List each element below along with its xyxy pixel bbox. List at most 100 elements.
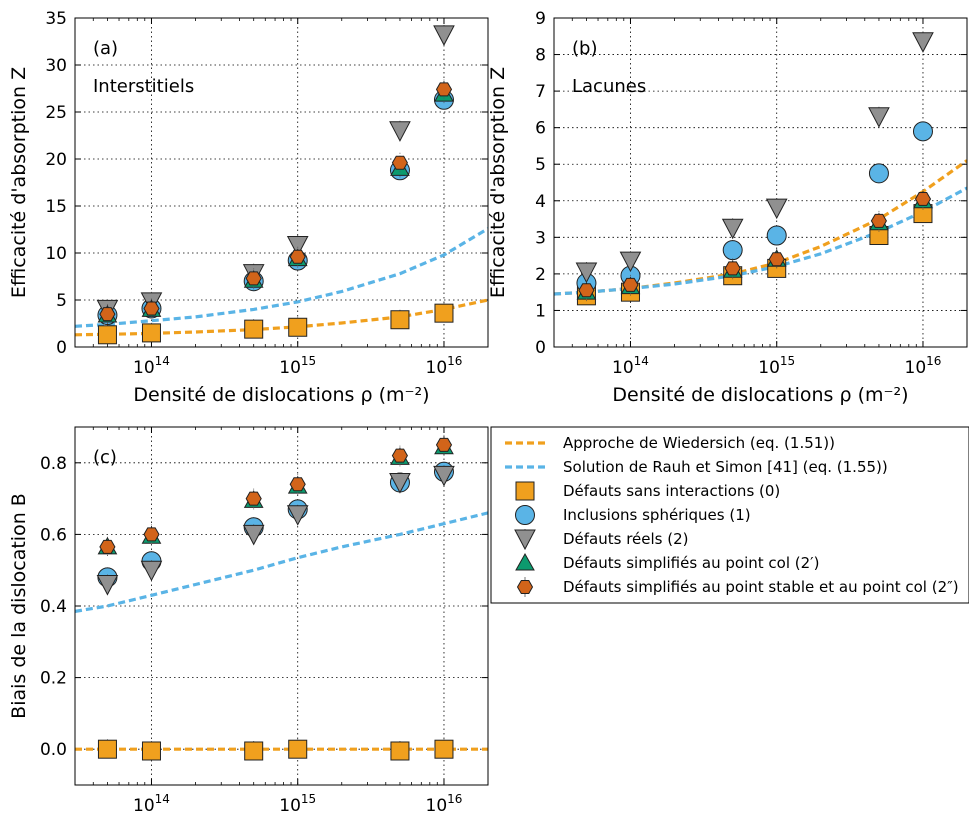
- y-axis-label: Biais de la dislocation B: [8, 493, 30, 719]
- panel-label: (c): [93, 447, 117, 468]
- curve-wiedersich: [554, 159, 967, 296]
- point-reels: [868, 107, 890, 128]
- x-tick-exponent: 16: [926, 354, 941, 368]
- x-tick-label: 1016: [426, 354, 463, 378]
- legend-label: Défauts réels (2): [563, 530, 689, 548]
- series-reels: [575, 31, 934, 284]
- panel-annotation: Lacunes: [572, 76, 646, 97]
- point-reels: [242, 524, 265, 546]
- markers: [96, 434, 455, 761]
- legend-swatch-inclusions: [515, 505, 535, 525]
- y-tick-label: 10: [45, 244, 67, 264]
- point-sans_interactions: [390, 310, 410, 330]
- plot-frame: [74, 426, 489, 786]
- y-tick-label: 20: [45, 150, 67, 170]
- point-stable_col: [391, 448, 408, 463]
- point-reels: [433, 25, 455, 46]
- point-stable_col: [143, 527, 160, 542]
- y-tick-label: 0.0: [40, 740, 67, 760]
- x-tick-base: 10: [133, 796, 155, 816]
- curve-wiedersich: [75, 298, 488, 337]
- panel-annotation: Interstitiels: [93, 76, 194, 97]
- x-tick-base: 10: [758, 358, 780, 378]
- y-tick-label: 25: [45, 103, 67, 123]
- point-stable_col: [768, 252, 785, 267]
- legend-label: Défauts simplifiés au point stable et au…: [563, 578, 959, 596]
- legend-label: Approche de Wiedersich (eq. (1.51)): [563, 434, 835, 452]
- panel-label: (b): [572, 38, 597, 59]
- curves: [75, 227, 488, 337]
- x-axis-label: Densité de dislocations ρ (m⁻²): [133, 384, 429, 406]
- legend-item-point_col: Défauts simplifiés au point col (2′): [515, 552, 819, 572]
- panel-label: (a): [93, 38, 118, 59]
- point-stable_col: [870, 213, 887, 228]
- y-tick-label: 3: [535, 228, 546, 248]
- x-tick-label: 1016: [905, 354, 942, 378]
- point-reels: [912, 32, 934, 53]
- x-axis-label: Densité de dislocations ρ (m⁻²): [612, 384, 908, 406]
- legend-swatch-point_col: [515, 552, 535, 571]
- legend-item-inclusions: Inclusions sphériques (1): [515, 505, 751, 525]
- point-sans_interactions: [390, 741, 410, 761]
- legend-label: Solution de Rauh et Simon [41] (eq. (1.5…: [563, 458, 888, 476]
- legend-item-stable_col: Défauts simplifiés au point stable et au…: [516, 577, 959, 597]
- legend-label: Défauts sans interactions (0): [563, 482, 780, 500]
- x-tick-base: 10: [612, 358, 634, 378]
- curve-rauh: [75, 511, 488, 613]
- series-sans_interactions: [97, 303, 454, 345]
- x-tick-label: 1015: [279, 354, 316, 378]
- legend-item-wiedersich: Approche de Wiedersich (eq. (1.51)): [505, 434, 835, 452]
- curve-rauh: [554, 186, 967, 296]
- series-stable_col: [99, 434, 453, 557]
- point-stable_col: [99, 539, 116, 554]
- point-sans_interactions: [97, 325, 117, 345]
- point-sans_interactions: [244, 319, 264, 339]
- y-tick-label: 1: [535, 301, 546, 321]
- point-stable_col: [391, 155, 408, 170]
- point-sans_interactions: [244, 741, 264, 761]
- y-tick-label: 5: [535, 155, 546, 175]
- legend-item-rauh: Solution de Rauh et Simon [41] (eq. (1.5…: [505, 458, 888, 476]
- curves: [75, 511, 488, 751]
- x-tick-label: 1014: [612, 354, 649, 378]
- chart-panel-b: 1014 1015 10160123456789(b)LacunesDensité …: [487, 9, 968, 406]
- y-tick-label: 0.6: [40, 525, 67, 545]
- x-tick-base: 10: [133, 358, 155, 378]
- legend: Approche de Wiedersich (eq. (1.51)) Solut…: [490, 426, 969, 604]
- x-tick-base: 10: [905, 358, 927, 378]
- x-tick-exponent: 16: [447, 792, 462, 806]
- y-tick-label: 30: [45, 56, 67, 76]
- legend-frame: [490, 426, 969, 604]
- y-tick-label: 9: [535, 9, 546, 29]
- y-tick-label: 6: [535, 119, 546, 139]
- point-sans_interactions: [434, 303, 454, 323]
- y-tick-label: 4: [535, 192, 546, 212]
- point-sans_interactions: [288, 317, 308, 337]
- x-tick-label: 1016: [426, 792, 463, 816]
- point-inclusions: [722, 240, 743, 261]
- point-reels: [286, 505, 309, 526]
- x-tick-exponent: 14: [155, 792, 170, 806]
- x-tick-exponent: 14: [155, 354, 170, 368]
- point-reels: [575, 262, 598, 284]
- point-inclusions: [766, 225, 787, 246]
- x-tick-exponent: 14: [634, 354, 649, 368]
- x-tick-label: 1014: [133, 792, 170, 816]
- x-tick-exponent: 15: [301, 792, 316, 806]
- point-stable_col: [914, 192, 932, 206]
- point-reels: [721, 218, 744, 240]
- point-inclusions: [912, 121, 933, 142]
- y-axis-label: Efficacité d'absorption Z: [487, 67, 509, 298]
- point-reels: [619, 251, 642, 273]
- x-tick-label: 1014: [133, 354, 170, 378]
- x-tick-base: 10: [426, 796, 448, 816]
- point-reels: [433, 465, 455, 487]
- point-reels: [140, 560, 163, 582]
- point-sans_interactions: [434, 739, 454, 759]
- point-stable_col: [143, 301, 160, 316]
- point-stable_col: [622, 277, 639, 292]
- y-tick-label: 15: [45, 197, 67, 217]
- x-tick-label: 1015: [279, 792, 316, 816]
- markers: [96, 24, 455, 345]
